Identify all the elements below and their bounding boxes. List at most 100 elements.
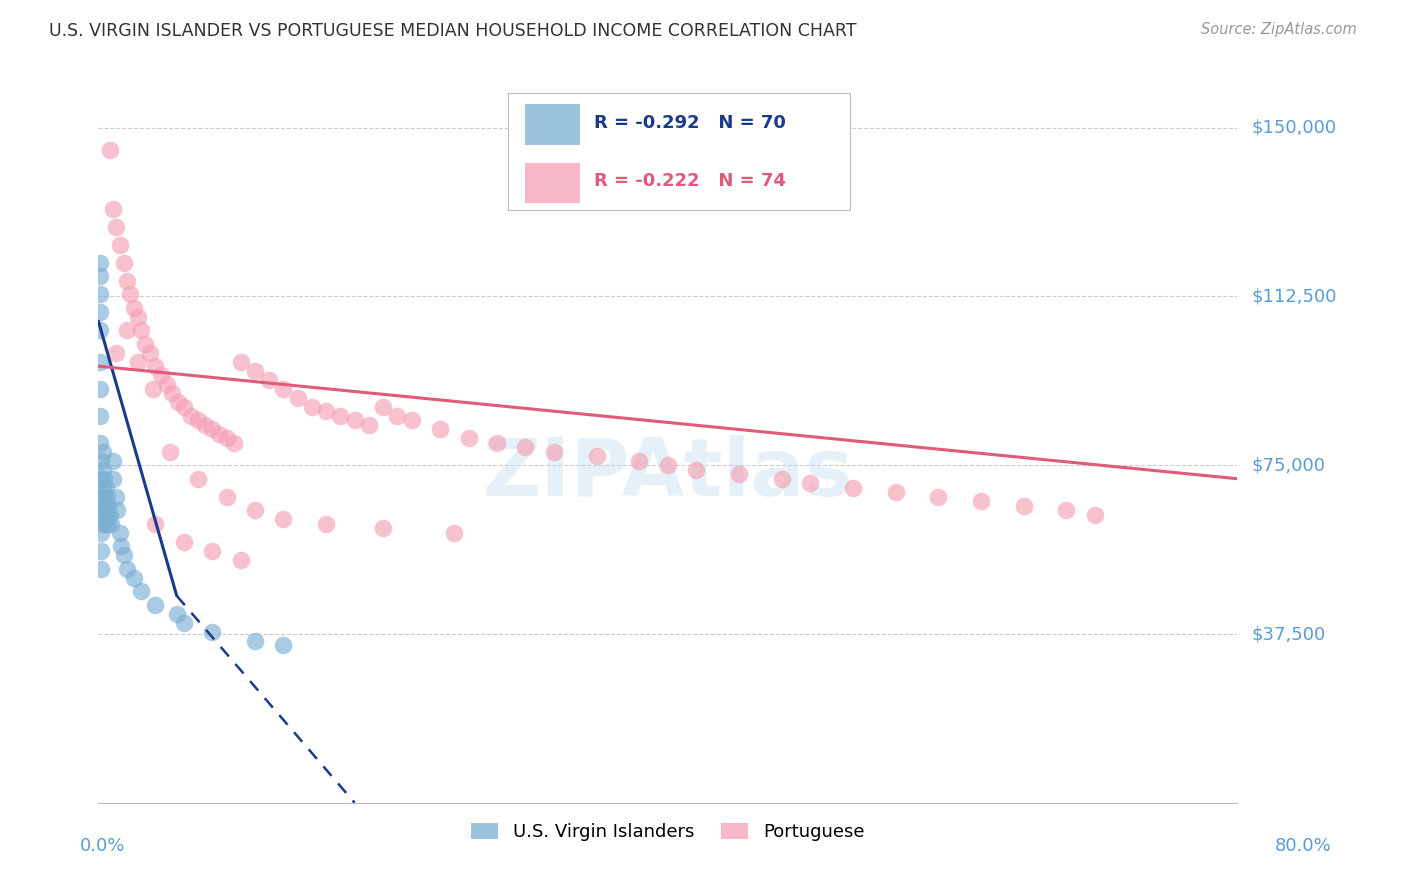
Point	[357, 417, 380, 432]
Point	[970, 494, 993, 508]
Point	[90, 508, 112, 522]
Point	[90, 453, 112, 467]
Point	[1012, 499, 1035, 513]
Point	[162, 386, 184, 401]
Point	[91, 463, 114, 477]
Point	[401, 413, 423, 427]
Text: U.S. VIRGIN ISLANDER VS PORTUGUESE MEDIAN HOUSEHOLD INCOME CORRELATION CHART: U.S. VIRGIN ISLANDER VS PORTUGUESE MEDIA…	[49, 22, 856, 40]
Point	[101, 202, 124, 216]
Point	[884, 485, 907, 500]
Point	[97, 516, 120, 531]
Point	[166, 607, 188, 621]
Point	[122, 301, 145, 315]
Point	[104, 219, 127, 234]
Point	[100, 516, 122, 531]
Point	[96, 490, 118, 504]
Point	[127, 354, 149, 368]
Text: 80.0%: 80.0%	[1275, 837, 1331, 855]
Point	[90, 562, 112, 576]
Point	[145, 598, 167, 612]
Point	[89, 269, 111, 284]
Point	[842, 481, 865, 495]
Point	[429, 422, 451, 436]
Point	[222, 435, 245, 450]
Point	[91, 516, 114, 531]
Text: $150,000: $150,000	[1251, 119, 1336, 136]
FancyBboxPatch shape	[526, 104, 581, 145]
Point	[728, 467, 751, 482]
Point	[93, 490, 115, 504]
Text: R = -0.292   N = 70: R = -0.292 N = 70	[593, 113, 786, 131]
Point	[89, 382, 111, 396]
Point	[201, 624, 224, 639]
Point	[273, 512, 295, 526]
Point	[187, 472, 209, 486]
Text: $75,000: $75,000	[1251, 456, 1326, 475]
Point	[315, 516, 337, 531]
Text: R = -0.222   N = 74: R = -0.222 N = 74	[593, 172, 786, 190]
Point	[208, 426, 231, 441]
Point	[259, 373, 281, 387]
Point	[201, 543, 224, 558]
Point	[94, 481, 117, 495]
Point	[187, 413, 209, 427]
Point	[628, 453, 651, 467]
Point	[112, 255, 135, 269]
Point	[97, 499, 120, 513]
Point	[127, 310, 149, 324]
Point	[94, 516, 117, 531]
Point	[108, 525, 131, 540]
Point	[89, 409, 111, 423]
Point	[1056, 503, 1078, 517]
Point	[101, 472, 124, 486]
Point	[685, 463, 707, 477]
Point	[387, 409, 409, 423]
Point	[91, 481, 114, 495]
Point	[543, 444, 565, 458]
Point	[373, 521, 395, 535]
Point	[343, 413, 366, 427]
Point	[89, 255, 111, 269]
FancyBboxPatch shape	[509, 94, 851, 211]
Point	[927, 490, 949, 504]
Point	[173, 615, 195, 630]
Point	[799, 476, 821, 491]
Point	[167, 395, 190, 409]
Point	[89, 354, 111, 368]
Point	[90, 543, 112, 558]
Point	[115, 562, 138, 576]
Point	[108, 237, 131, 252]
Point	[443, 525, 465, 540]
Point	[129, 584, 152, 599]
Legend: U.S. Virgin Islanders, Portuguese: U.S. Virgin Islanders, Portuguese	[464, 816, 872, 848]
Point	[104, 490, 127, 504]
Point	[89, 305, 111, 319]
Point	[122, 571, 145, 585]
Point	[215, 431, 238, 445]
Point	[156, 377, 179, 392]
Text: Source: ZipAtlas.com: Source: ZipAtlas.com	[1201, 22, 1357, 37]
Point	[91, 444, 114, 458]
Point	[89, 435, 111, 450]
Point	[104, 345, 127, 359]
Point	[138, 345, 160, 359]
Point	[90, 490, 112, 504]
Point	[585, 449, 607, 463]
Point	[90, 525, 112, 540]
Point	[145, 516, 167, 531]
Point	[141, 382, 163, 396]
Point	[243, 503, 266, 517]
Point	[215, 490, 238, 504]
Point	[515, 440, 537, 454]
Point	[115, 274, 138, 288]
Point	[287, 391, 309, 405]
Point	[98, 143, 121, 157]
Point	[93, 508, 115, 522]
Point	[96, 508, 118, 522]
Point	[173, 400, 195, 414]
Point	[486, 435, 509, 450]
Point	[273, 638, 295, 652]
Point	[101, 453, 124, 467]
Point	[1084, 508, 1107, 522]
Point	[118, 287, 141, 301]
